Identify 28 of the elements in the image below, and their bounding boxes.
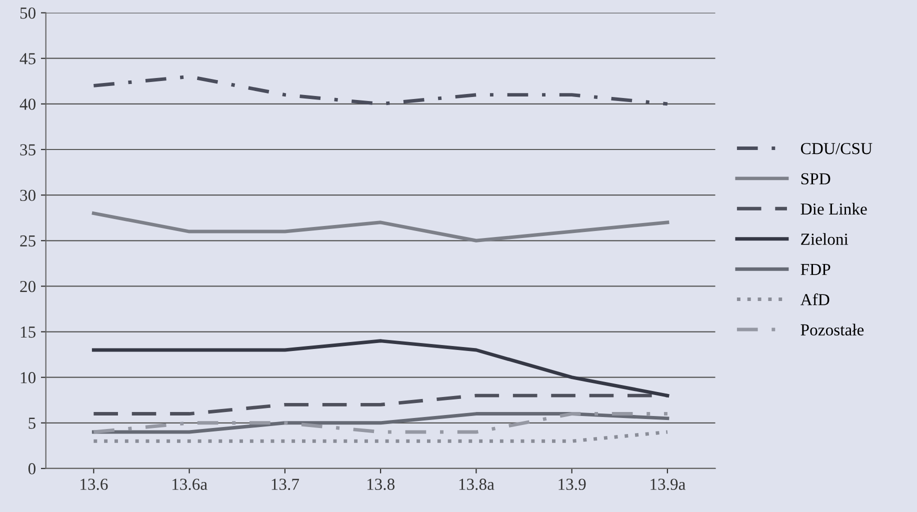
x-tick-label: 13.9a [650,478,686,490]
y-tick-label: 30 [20,190,36,202]
y-tick-label: 40 [20,98,36,110]
y-tick-label: 20 [20,280,36,292]
y-tick-label: 45 [20,53,36,64]
legend-label: AfD [800,293,830,306]
y-tick-label: 50 [20,8,36,19]
legend-label: Pozostałe [800,324,864,336]
x-tick-label: 13.6 [80,478,108,490]
line-series [92,412,670,434]
legend-label: CDU/CSU [800,143,872,154]
legend-label: SPD [801,173,830,184]
y-tick-label: 15 [20,326,36,338]
y-tick-label: 25 [20,235,36,247]
legend-label: FDP [800,264,830,275]
x-tick-label: 13.8 [367,478,395,490]
x-tick-label: 13.9 [558,478,586,490]
line-series [92,339,670,398]
y-tick-label: 0 [28,463,36,474]
x-tick-label: 13.6a [172,478,208,490]
y-tick-label: 10 [20,372,36,384]
legend-label: Zieloni [801,233,848,245]
x-tick-label: 13.8a [459,478,494,490]
line-series [92,212,670,242]
y-tick-label: 5 [28,418,36,429]
x-tick-label: 13.7 [272,478,300,490]
y-tick-label: 35 [20,144,36,156]
legend-label: Die Linke [800,202,867,215]
